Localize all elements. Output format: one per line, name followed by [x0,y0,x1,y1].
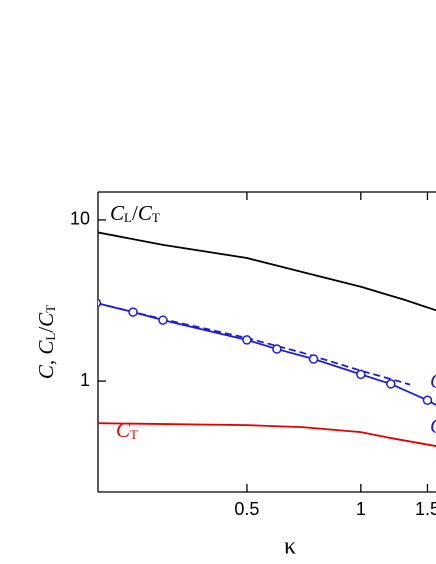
label-part: C [138,201,153,225]
y-axis-label: C, CL/CT [34,305,58,379]
x-tick-label: 0.5 [234,499,259,519]
annotation: CL/CT [110,201,160,225]
series-line [98,302,436,406]
annotation: C [430,414,436,438]
marker [128,307,138,317]
series-line [98,231,436,312]
label-part: / [34,327,58,333]
label-part: C [116,418,131,442]
x-tick-label: 1.5 [415,499,436,519]
marker [356,369,366,380]
marker [98,298,102,308]
x-tick-label: 1 [356,499,366,519]
marker [386,379,396,389]
label-part: / [132,201,138,225]
marker [422,395,433,406]
annotation: CT [116,418,138,442]
label-part: C [110,201,125,225]
label-part: C [430,414,436,438]
label-part: C [34,340,58,355]
plot-area [98,231,436,447]
y-tick-label: 1 [80,370,90,390]
label-part: , [34,355,58,366]
marker [242,335,252,345]
label-part: C [430,369,436,393]
marker [272,344,282,354]
label-part: L [43,333,58,341]
label-part: C [34,364,58,379]
marker [158,315,168,325]
label-part: L [124,210,132,225]
label-part: C [34,312,58,327]
annotation: C [430,369,436,393]
series-line [98,422,436,447]
marker [308,354,319,364]
y-tick-label: 10 [70,209,90,229]
label-part: T [152,210,160,225]
label-part: T [43,305,58,313]
label-part: T [130,427,138,442]
axes-frame [97,191,436,493]
x-axis-label: κ [284,534,296,560]
